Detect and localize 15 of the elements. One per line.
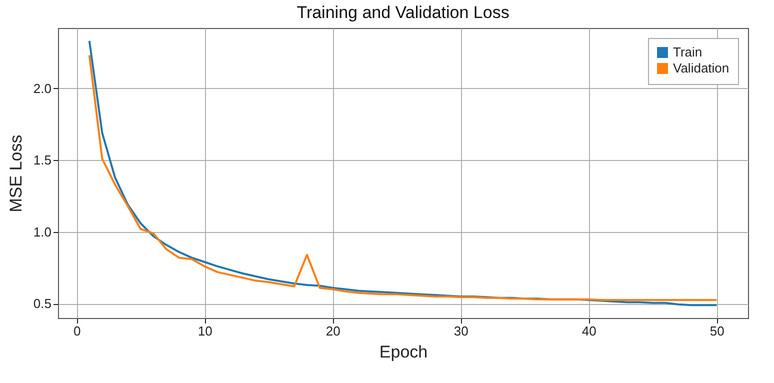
- x-tick-label: 0: [73, 324, 81, 338]
- x-tick-label: 40: [582, 324, 596, 338]
- legend-label: Validation: [673, 60, 730, 76]
- y-tick-label: 1.5: [33, 152, 52, 168]
- y-tick-label: 1.0: [33, 224, 52, 240]
- x-tick-label: 30: [454, 324, 468, 338]
- chart-title: Training and Validation Loss: [296, 3, 510, 22]
- legend-label: Train: [673, 44, 702, 60]
- x-axis-title: Epoch: [379, 342, 428, 362]
- x-tick-label: 50: [710, 324, 724, 338]
- x-tick-label: 10: [198, 324, 212, 338]
- x-tick-label: 20: [326, 324, 340, 338]
- y-tick-label: 2.0: [33, 80, 52, 96]
- y-axis-title: MSE Loss: [6, 134, 26, 212]
- y-tick-label: 0.5: [33, 296, 52, 312]
